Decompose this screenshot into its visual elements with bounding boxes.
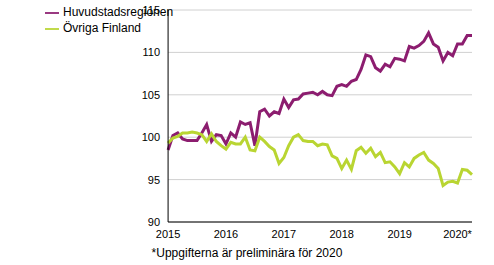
svg-text:2018: 2018 <box>330 228 354 240</box>
svg-text:95: 95 <box>148 174 160 186</box>
svg-text:115: 115 <box>143 4 161 16</box>
svg-text:90: 90 <box>148 216 160 228</box>
svg-text:105: 105 <box>142 89 160 101</box>
svg-text:110: 110 <box>143 46 161 58</box>
svg-text:2017: 2017 <box>272 228 296 240</box>
svg-text:2019: 2019 <box>387 228 411 240</box>
svg-text:100: 100 <box>142 131 160 143</box>
svg-text:2016: 2016 <box>214 228 238 240</box>
svg-text:2020*: 2020* <box>443 228 472 240</box>
svg-text:2015: 2015 <box>156 228 180 240</box>
